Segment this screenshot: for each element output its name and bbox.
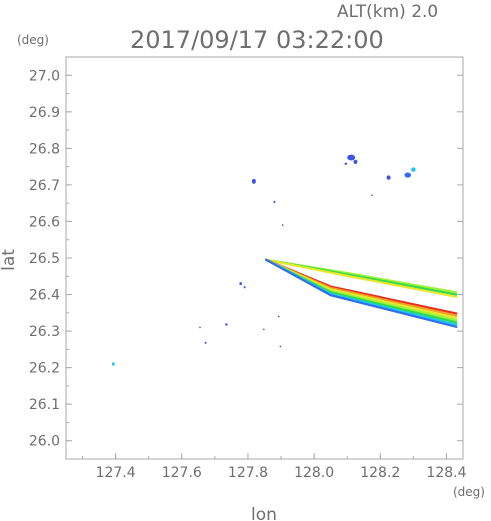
- echo-patch: [371, 194, 373, 196]
- echo-patches: [111, 154, 416, 366]
- altitude-label: ALT(km) 2.0: [337, 2, 438, 22]
- x-tick-label: 127.4: [96, 465, 136, 481]
- echo-patch: [239, 282, 243, 286]
- y-tick-label: 26.8: [29, 141, 60, 157]
- echo-patch: [404, 172, 412, 178]
- y-tick-label: 26.4: [29, 288, 60, 304]
- echo-patch: [279, 345, 282, 348]
- x-ticks: 127.4 127.6 127.8 128.0 128.2 128.4: [82, 453, 467, 481]
- echo-patch: [243, 286, 246, 289]
- y-ticks: 26.0 26.1 26.2 26.3 26.4 26.5 26.6 26.7 26.8 26.9…: [29, 56, 463, 460]
- echo-patch: [277, 315, 280, 318]
- x-tick-label: 128.2: [360, 465, 400, 481]
- y-tick-label: 26.5: [29, 251, 60, 267]
- x-tick-label: 128.4: [426, 465, 466, 481]
- y-tick-label: 26.6: [29, 214, 60, 230]
- x-tick-label: 127.6: [162, 465, 202, 481]
- chart-title: 2017/09/17 03:22:00: [130, 26, 384, 54]
- echo-patch: [344, 162, 348, 165]
- x-axis-label: lon: [251, 505, 277, 521]
- plot-frame: [65, 56, 464, 460]
- echo-patch: [411, 167, 416, 172]
- echo-patch: [204, 341, 207, 344]
- echo-patch: [273, 200, 276, 204]
- y-tick-label: 26.2: [29, 361, 60, 377]
- echo-patch: [347, 154, 356, 161]
- echo-patch: [263, 328, 265, 331]
- x-tick-label: 127.8: [228, 465, 268, 481]
- lower-band-layer: [265, 258, 458, 328]
- echo-bands: [265, 258, 458, 328]
- echo-patch: [225, 323, 228, 326]
- upper-band-layer: [265, 258, 458, 298]
- echo-patch: [111, 362, 115, 366]
- x-unit-label: (deg): [453, 485, 485, 499]
- y-tick-label: 26.7: [29, 178, 60, 194]
- x-tick-label: 128.0: [294, 465, 334, 481]
- y-tick-label: 26.0: [29, 434, 60, 450]
- y-tick-label: 27.0: [29, 68, 60, 84]
- y-unit-label: (deg): [17, 33, 49, 47]
- echo-patch: [353, 159, 358, 165]
- y-axis-label: lat: [0, 249, 19, 271]
- y-tick-label: 26.9: [29, 105, 60, 121]
- y-tick-label: 26.3: [29, 324, 60, 340]
- y-tick-label: 26.1: [29, 397, 60, 413]
- echo-patch: [251, 178, 256, 184]
- echo-patch: [386, 175, 391, 180]
- echo-patch: [199, 326, 201, 329]
- echo-patch: [281, 224, 284, 226]
